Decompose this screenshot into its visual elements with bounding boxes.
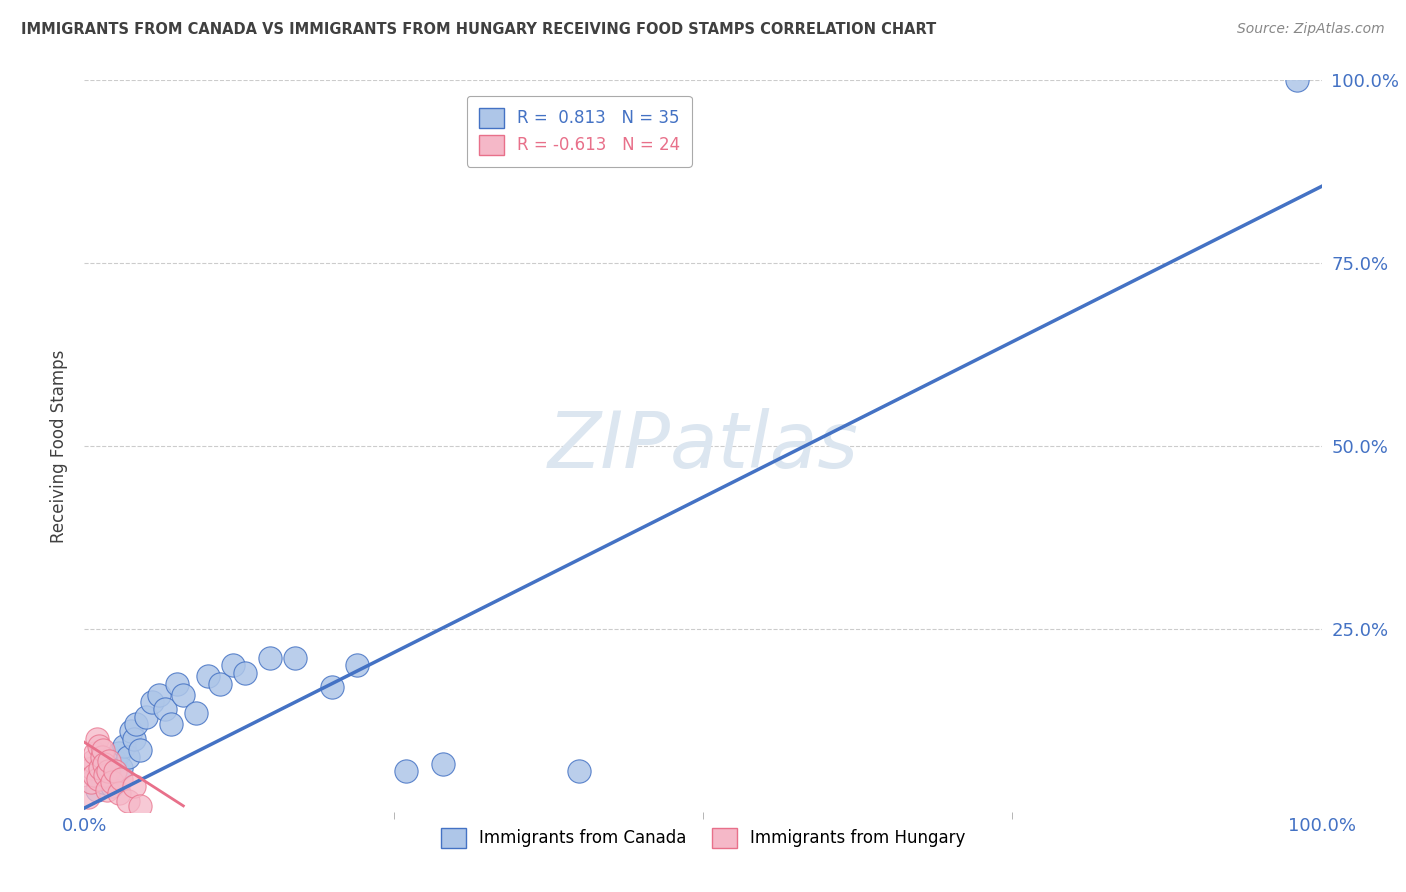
Point: [84, 746, 107, 760]
Point: [96, 757, 118, 772]
Point: [197, 669, 219, 683]
Point: [117, 794, 139, 808]
Text: ZIPatlas: ZIPatlas: [547, 408, 859, 484]
Point: [100, 779, 122, 793]
Point: [91, 775, 114, 789]
Point: [122, 779, 145, 793]
Point: [110, 761, 132, 775]
Point: [93, 757, 115, 772]
Point: [112, 739, 135, 753]
Point: [96, 782, 118, 797]
Point: [82, 754, 104, 768]
Point: [98, 768, 121, 782]
Point: [184, 706, 207, 720]
Point: [395, 764, 418, 779]
Point: [98, 754, 121, 768]
Point: [129, 742, 152, 756]
Point: [160, 717, 183, 731]
Point: [94, 768, 117, 782]
Point: [122, 731, 145, 746]
Text: Source: ZipAtlas.com: Source: ZipAtlas.com: [1237, 22, 1385, 37]
Point: [86, 731, 108, 746]
Point: [135, 709, 157, 723]
Point: [259, 651, 281, 665]
Point: [166, 676, 188, 690]
Point: [222, 658, 245, 673]
Point: [89, 761, 111, 775]
Point: [77, 790, 100, 805]
Point: [1285, 73, 1308, 87]
Point: [89, 739, 111, 753]
Point: [79, 775, 101, 789]
Point: [110, 772, 132, 786]
Point: [90, 749, 112, 764]
Point: [117, 749, 139, 764]
Point: [153, 702, 176, 716]
Point: [108, 746, 131, 760]
Point: [80, 761, 103, 775]
Point: [100, 775, 122, 789]
Point: [209, 676, 232, 690]
Point: [172, 688, 194, 702]
Y-axis label: Receiving Food Stamps: Receiving Food Stamps: [51, 350, 69, 542]
Point: [97, 764, 120, 779]
Point: [148, 688, 170, 702]
Point: [321, 681, 343, 695]
Point: [125, 717, 148, 731]
Point: [104, 754, 127, 768]
Point: [568, 764, 591, 779]
Point: [233, 665, 256, 680]
Point: [86, 782, 108, 797]
Point: [432, 757, 454, 772]
Point: [87, 772, 110, 786]
Point: [141, 695, 163, 709]
Point: [120, 724, 142, 739]
Point: [346, 658, 368, 673]
Legend: Immigrants from Canada, Immigrants from Hungary: Immigrants from Canada, Immigrants from …: [434, 821, 972, 855]
Point: [89, 764, 111, 779]
Point: [129, 798, 152, 813]
Text: IMMIGRANTS FROM CANADA VS IMMIGRANTS FROM HUNGARY RECEIVING FOOD STAMPS CORRELAT: IMMIGRANTS FROM CANADA VS IMMIGRANTS FRO…: [21, 22, 936, 37]
Point: [284, 651, 307, 665]
Point: [108, 787, 131, 801]
Point: [104, 764, 127, 779]
Point: [91, 742, 114, 756]
Point: [83, 768, 105, 782]
